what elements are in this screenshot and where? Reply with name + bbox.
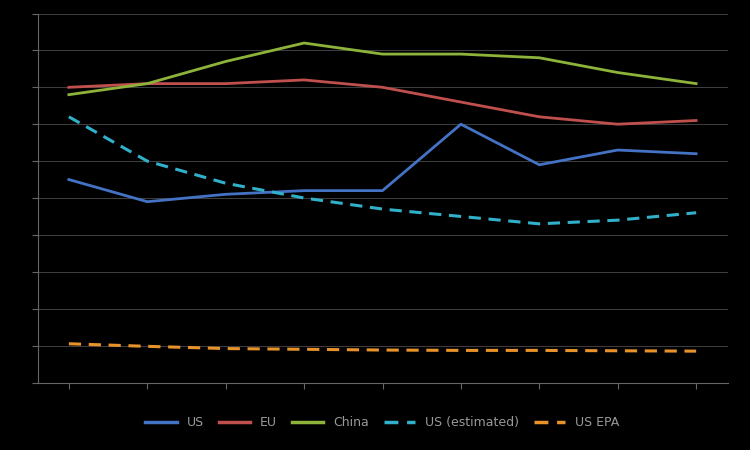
Legend: US, EU, China, US (estimated), US EPA: US, EU, China, US (estimated), US EPA (140, 411, 625, 434)
